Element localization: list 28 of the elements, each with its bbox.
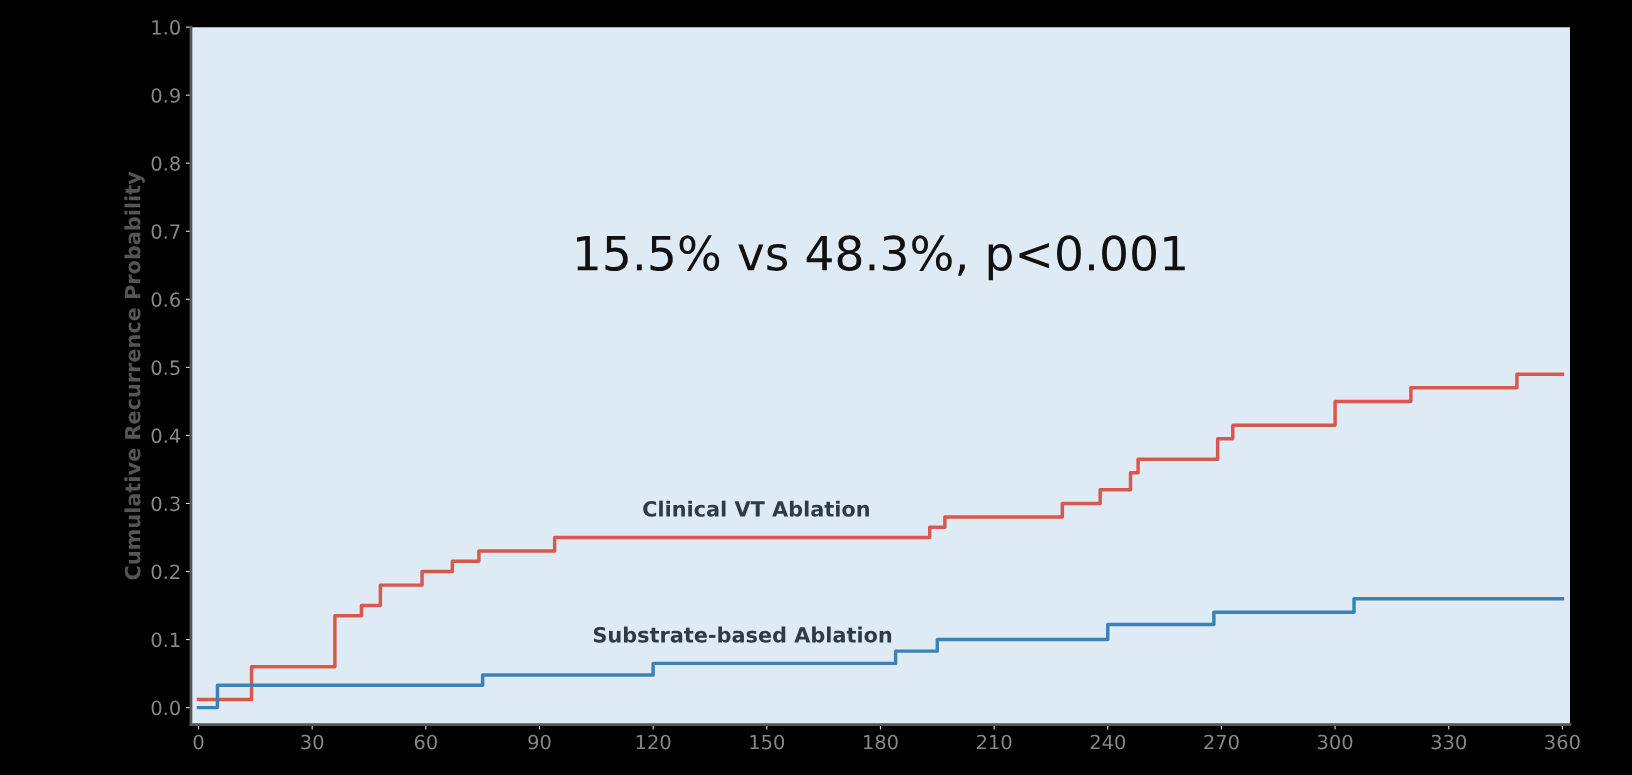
y-tick-label: 0.6 [151,292,180,307]
x-tick-label: 270 [1204,734,1239,750]
y-axis-title: Cumulative Recurrence Probability [124,171,145,580]
x-tick-label: 150 [750,734,785,750]
y-tick-label: 0.3 [151,496,180,512]
y-tick-label: 0.0 [151,700,180,716]
x-tick-label: 0 [193,734,204,750]
x-tick-label: 360 [1545,734,1580,750]
y-tick-label: 0.2 [151,564,180,580]
x-tick-label: 30 [301,734,324,750]
y-tick-label: 0.4 [151,428,181,444]
x-tick-label: 60 [414,734,437,750]
annotation: 15.5% vs 48.3%, p<0.001 [576,235,1185,281]
y-tick-label: 0.5 [151,360,180,376]
x-tick-label: 180 [864,734,898,750]
x-tick-label: 300 [1318,734,1353,750]
y-tick-label: 0.7 [151,224,180,239]
y-tick-label: 0.9 [151,88,180,103]
x-tick-label: 330 [1431,734,1467,750]
y-tick-label: 1.0 [152,20,180,35]
x-tick-label: 90 [528,734,551,750]
series-label: Clinical VT Ablation [643,500,869,517]
series-label: Substrate-based Ablation [593,626,892,643]
y-tick-label: 0.1 [151,632,180,648]
x-tick-label: 240 [1090,734,1126,750]
x-tick-label: 210 [976,734,1012,750]
y-tick-label: 0.8 [151,156,180,171]
x-tick-label: 120 [636,734,671,750]
